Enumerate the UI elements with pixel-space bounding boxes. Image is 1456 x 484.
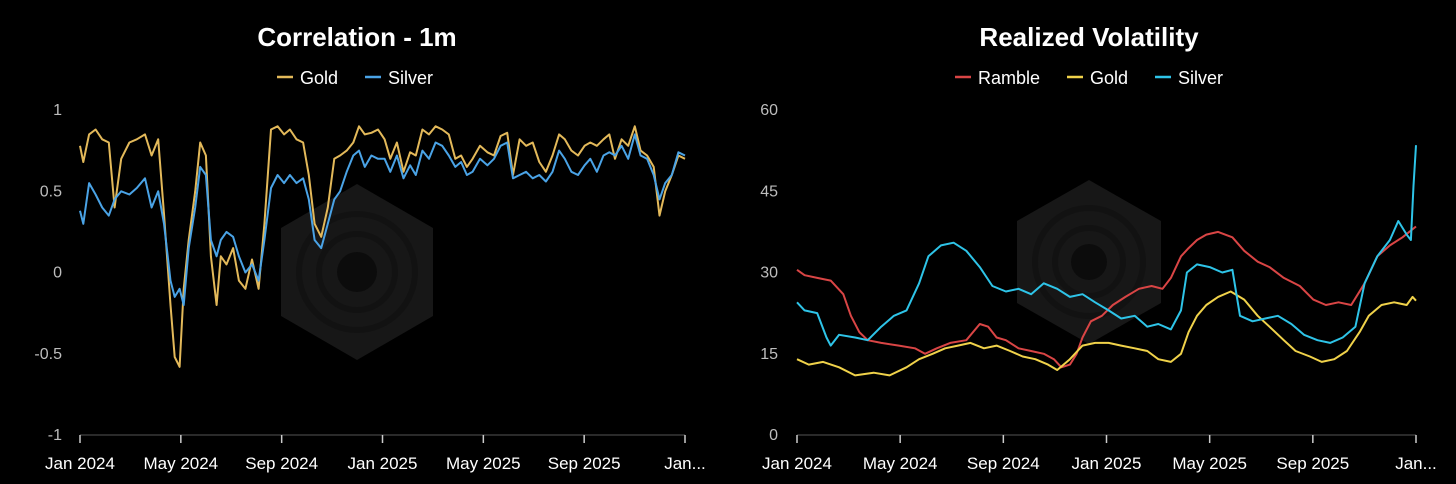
chart-title: Correlation - 1m [257,22,456,52]
y-tick-label: 0 [53,265,62,282]
y-tick-label: 1 [53,102,62,119]
y-tick-label: 30 [760,265,778,282]
volatility-chart: Realized Volatility Ramble Gold Silver 6… [760,22,1437,473]
x-tick-label: Jan 2024 [45,454,115,473]
x-tick-label: May 2024 [863,454,938,473]
correlation-chart: Correlation - 1m Gold Silver 1 0.5 0 -0.5 -1… [34,22,705,473]
series-lines [796,145,1417,377]
axes: 60 45 30 15 0 Jan 2024 May 2024 Sep 2024 Jan 202… [760,102,1437,473]
y-tick-label: -1 [48,427,62,444]
legend-label-silver: Silver [388,68,433,88]
x-tick-label: Sep 2024 [967,454,1040,473]
legend: Ramble Gold Silver [955,68,1223,88]
x-tick-label: May 2024 [143,454,218,473]
chart-title: Realized Volatility [979,22,1199,52]
watermark-logo [1017,180,1161,344]
series-line-gold [79,125,686,368]
legend: Gold Silver [277,68,433,88]
legend-label-ramble: Ramble [978,68,1040,88]
y-tick-label: 15 [760,346,778,363]
x-tick-label: Jan 2025 [1072,454,1142,473]
x-tick-label: Sep 2025 [1276,454,1349,473]
watermark-logo [281,184,433,360]
x-tick-label: May 2025 [446,454,521,473]
series-line-silver [79,133,686,306]
x-tick-label: Jan... [1395,454,1437,473]
y-tick-label: 0.5 [40,183,62,200]
legend-label-gold: Gold [300,68,338,88]
axes: 1 0.5 0 -0.5 -1 Jan 2024 May 2024 Sep 2024 Jan 2… [34,102,705,473]
x-tick-label: Jan 2024 [762,454,832,473]
legend-label-silver: Silver [1178,68,1223,88]
series-line-silver [796,145,1417,347]
y-tick-label: 60 [760,102,778,119]
y-tick-label: 0 [769,427,778,444]
series-line-ramble [796,225,1417,369]
series-line-gold [796,290,1417,377]
x-tick-label: May 2025 [1172,454,1247,473]
x-tick-label: Sep 2024 [245,454,318,473]
legend-label-gold: Gold [1090,68,1128,88]
x-tick-label: Sep 2025 [548,454,621,473]
y-tick-label: 45 [760,183,778,200]
x-tick-label: Jan... [664,454,706,473]
y-tick-label: -0.5 [34,346,62,363]
x-tick-label: Jan 2025 [348,454,418,473]
series-lines [79,125,686,368]
